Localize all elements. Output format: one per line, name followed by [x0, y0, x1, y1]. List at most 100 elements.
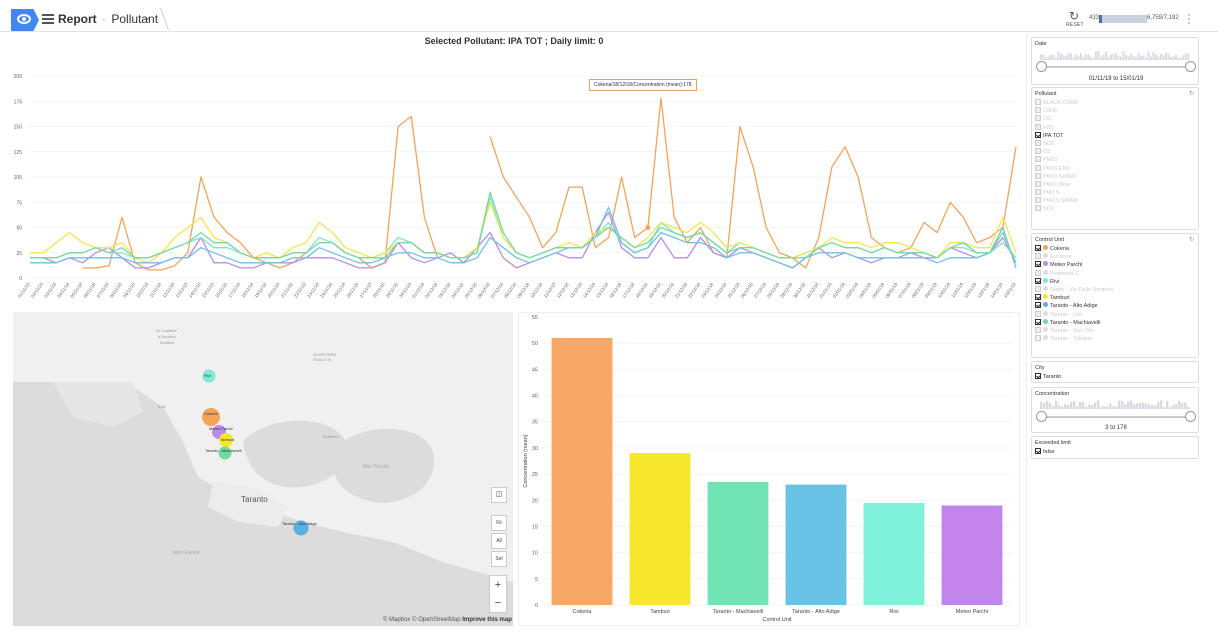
bar-rivi[interactable] — [863, 502, 925, 605]
checkbox[interactable] — [1035, 164, 1041, 171]
series-line-taranto-machiavelli[interactable] — [30, 191, 1017, 264]
filter-option-taranto-alto-adige[interactable]: Taranto - Alto Adige — [1032, 302, 1198, 310]
histogram-bar — [1166, 400, 1169, 409]
date-slider-track[interactable] — [1042, 66, 1190, 68]
series-line-taranto-alto-adige[interactable] — [30, 206, 1017, 269]
map-all-button[interactable]: All — [491, 533, 507, 549]
filter-option-meteo-parchi[interactable]: Meteo Parchi — [1032, 261, 1198, 269]
checkbox[interactable] — [1035, 123, 1041, 130]
checkbox[interactable] — [1035, 277, 1041, 284]
date-slider-start-handle[interactable] — [1036, 61, 1047, 72]
checkbox[interactable] — [1035, 131, 1041, 138]
checkbox[interactable] — [1035, 180, 1041, 187]
histogram-bar — [1087, 54, 1090, 60]
filter-option-cokeria[interactable]: Cokeria — [1032, 245, 1198, 253]
histogram-bar — [1077, 56, 1080, 60]
breadcrumb[interactable]: Report · Pollutant — [58, 12, 158, 26]
filter-option-pm10[interactable]: PM10 — [1032, 156, 1198, 164]
color-dot-icon — [1043, 302, 1048, 308]
checkbox[interactable] — [1035, 115, 1041, 122]
control-unit-refresh-icon[interactable]: ↻ — [1188, 237, 1194, 243]
reset-button[interactable]: ↻ RESET — [1066, 10, 1083, 28]
concentration-slider-track[interactable] — [1042, 416, 1190, 418]
checkbox[interactable] — [1035, 373, 1041, 379]
checkbox[interactable] — [1035, 148, 1041, 155]
checkbox[interactable] — [1035, 197, 1041, 204]
option-label: Rivi — [1050, 278, 1060, 285]
filter-option-pm2-5-swam[interactable]: PM2.5 SWAM — [1032, 197, 1198, 205]
checkbox[interactable] — [1035, 285, 1041, 292]
y-tick-label: 100 — [14, 175, 23, 181]
checkbox[interactable] — [1035, 261, 1041, 268]
checkbox[interactable] — [1035, 172, 1041, 179]
app-logo[interactable] — [11, 9, 39, 31]
date-slider-end-handle[interactable] — [1185, 61, 1196, 72]
filter-option-rivi[interactable]: Rivi — [1032, 277, 1198, 286]
zoom-out-button[interactable]: − — [494, 597, 502, 609]
map-markers[interactable] — [13, 312, 513, 626]
checkbox[interactable] — [1035, 294, 1041, 301]
filter-option-o3[interactable]: O3 — [1032, 148, 1198, 156]
filter-option-black-carb[interactable]: BLACK CARB — [1032, 99, 1198, 107]
series-line-tamburi[interactable] — [30, 201, 1017, 264]
filter-option-pm10-blow[interactable]: PM10 blow — [1032, 180, 1198, 189]
checkbox[interactable] — [1035, 318, 1041, 325]
filter-option-no2[interactable]: NO2 — [1032, 139, 1198, 148]
concentration-slider-start-handle[interactable] — [1036, 411, 1047, 422]
bar-meteo-parchi[interactable] — [941, 505, 1003, 605]
improve-map-link[interactable]: Improve this map — [462, 617, 512, 623]
filter-option-taranto-machiavelli[interactable]: Taranto - Machiavelli — [1032, 318, 1198, 327]
checkbox[interactable] — [1035, 335, 1041, 342]
histogram-bar — [1145, 403, 1148, 409]
pollutant-refresh-icon[interactable]: ↻ — [1188, 91, 1194, 97]
map-select-tool[interactable]: ◫ — [491, 487, 507, 503]
filter-option-so2[interactable]: SO2 — [1032, 205, 1198, 213]
map-sel-button[interactable]: Sel — [491, 551, 507, 567]
bar-chart[interactable]: 0 5 10 15 20 25 30 35 40 45 50 55 Cokeria Tamburi Tara… — [519, 313, 1019, 625]
checkbox[interactable] — [1035, 189, 1041, 196]
filter-option-portineria-c[interactable]: Portineria C — [1032, 269, 1198, 278]
chevron-down-icon[interactable]: ⌄ — [143, 12, 152, 23]
concentration-slider-end-handle[interactable] — [1185, 411, 1196, 422]
checkbox[interactable] — [1035, 302, 1041, 309]
checkbox[interactable] — [1035, 139, 1041, 146]
zoom-in-button[interactable]: + — [494, 579, 502, 591]
filter-option-c6h6[interactable]: C6H6 — [1032, 107, 1198, 115]
filter-option-taranto-talsano[interactable]: Taranto - Talsano — [1032, 335, 1198, 343]
map-canvas[interactable] — [13, 312, 513, 626]
bar-taranto-alto-adige[interactable] — [785, 484, 847, 605]
filter-option-ercolone[interactable]: Ercolone — [1032, 253, 1198, 261]
checkbox[interactable] — [1035, 107, 1041, 114]
filter-option-taranto-san-vito[interactable]: Taranto - San Vito — [1032, 326, 1198, 335]
bar-taranto-machiavelli[interactable] — [707, 481, 769, 605]
map-panel[interactable]: Ex Cantiere a Bonifica Bonifica ILVA QUA… — [13, 312, 513, 626]
filter-option-ipa-tot[interactable]: IPA TOT — [1032, 131, 1198, 140]
checkbox[interactable] — [1035, 253, 1041, 260]
filter-option-false[interactable]: false — [1032, 448, 1198, 456]
filter-option-h2s[interactable]: H2S — [1032, 123, 1198, 132]
filter-option-co[interactable]: CO — [1032, 115, 1198, 123]
filter-option-pm10-swam[interactable]: PM10 SWAM — [1032, 172, 1198, 181]
checkbox[interactable] — [1035, 99, 1041, 105]
filter-option-pm10-env[interactable]: PM10 ENV — [1032, 164, 1198, 173]
filter-option-tamburi[interactable]: Tamburi — [1032, 294, 1198, 302]
bar-cokeria[interactable] — [551, 337, 613, 605]
checkbox[interactable] — [1035, 156, 1041, 163]
checkbox[interactable] — [1035, 245, 1041, 251]
marker-label-machiavelli: Taranto - Machiavelli — [205, 448, 242, 453]
filter-option-taranto-lito[interactable]: Taranto - Lito — [1032, 310, 1198, 319]
series-line-cokeria[interactable] — [82, 97, 1017, 271]
checkbox[interactable] — [1035, 310, 1041, 317]
filter-option-pm2-5[interactable]: PM2.5 — [1032, 189, 1198, 197]
checkbox[interactable] — [1035, 269, 1041, 276]
checkbox[interactable] — [1035, 205, 1041, 212]
checkbox[interactable] — [1035, 326, 1041, 333]
filter-option-taranto[interactable]: Taranto — [1032, 373, 1198, 381]
checkbox[interactable] — [1035, 448, 1041, 454]
bar-tamburi[interactable] — [629, 453, 691, 605]
highlighted-point[interactable] — [645, 225, 651, 230]
map-fit-button[interactable]: Fit — [491, 515, 507, 531]
more-vert-icon[interactable]: · · · — [1187, 9, 1191, 29]
filter-option-statte-via-delle-sorgenti[interactable]: Statte - Via Delle Sorgenti — [1032, 285, 1198, 294]
